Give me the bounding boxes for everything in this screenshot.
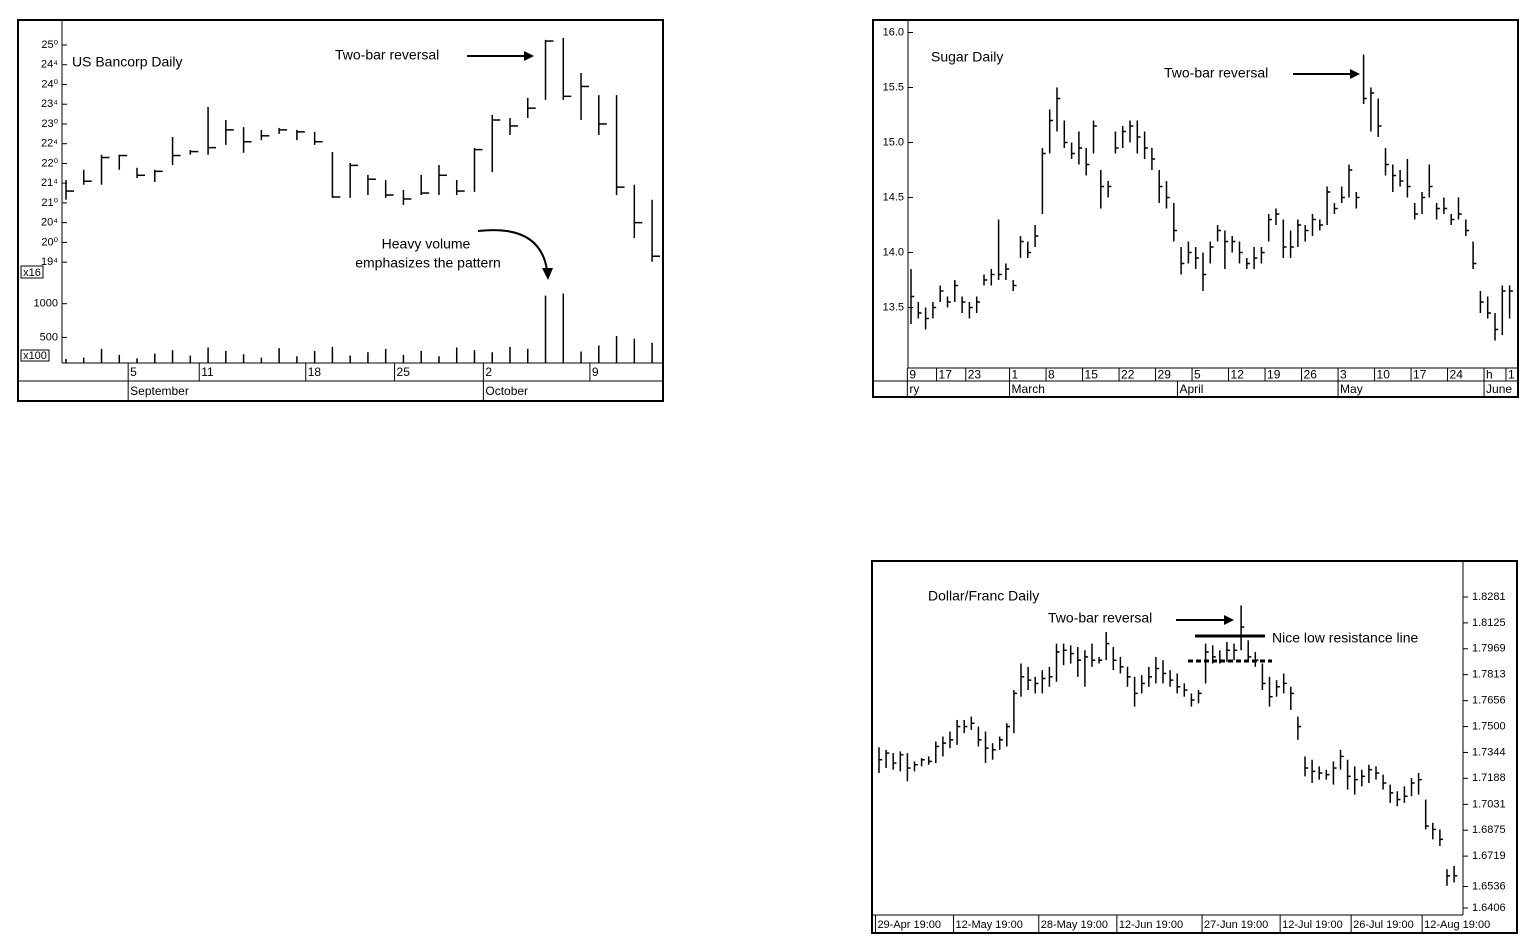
y-tick-label: 20⁴ <box>41 217 58 229</box>
month-label: March <box>1012 382 1045 396</box>
x-tick-label: 22 <box>1121 368 1135 382</box>
x-tick-label: 27-Jun 19:00 <box>1204 919 1268 931</box>
volume-tick-label: 500 <box>40 331 58 343</box>
month-label: June <box>1486 382 1512 396</box>
y-tick-label: 15.5 <box>883 81 904 93</box>
x-tick-label: 1 <box>1508 368 1515 382</box>
y-tick-label: 25⁰ <box>41 39 58 51</box>
chart-title: Dollar/Franc Daily <box>928 588 1039 604</box>
y-tick-label: 21⁰ <box>41 197 58 209</box>
arrow-head <box>542 268 553 280</box>
arrow-head <box>1224 615 1234 625</box>
y-tick-label: 1.6406 <box>1472 902 1506 914</box>
month-label: October <box>485 384 528 398</box>
y-tick-label: 22⁴ <box>41 138 58 150</box>
y-tick-label: 21⁴ <box>41 177 58 189</box>
x-tick-label: 12-Jun 19:00 <box>1119 919 1183 931</box>
x-tick-label: 12-Aug 19:00 <box>1424 919 1490 931</box>
y-tick-label: 24⁰ <box>41 78 58 90</box>
y-tick-label: 1.6719 <box>1472 850 1506 862</box>
arrow-head <box>524 51 534 61</box>
y-tick-label: 14.5 <box>883 191 904 203</box>
x-tick-label: 26-Jul 19:00 <box>1353 919 1414 931</box>
arrow-heads <box>524 51 1360 625</box>
chart-frame <box>17 19 664 402</box>
y-tick-label: 1.7344 <box>1472 746 1506 758</box>
unit-box <box>20 265 44 279</box>
y-tick-label: 1.7656 <box>1472 695 1506 707</box>
chart-frame <box>872 19 1519 398</box>
annotation: Two-bar reversal <box>335 47 439 63</box>
annotation: x100 <box>23 350 47 362</box>
x-tick-label: 17 <box>939 368 953 382</box>
x-tick-label: 28-May 19:00 <box>1041 919 1108 931</box>
month-label: April <box>1179 382 1203 396</box>
x-tick-label: 26 <box>1304 368 1318 382</box>
x-tick-label: 23 <box>968 368 982 382</box>
arrow-head <box>1350 69 1360 79</box>
y-tick-label: 1.7188 <box>1472 772 1506 784</box>
unit-box <box>20 349 50 362</box>
x-tick-label: 17 <box>1413 368 1427 382</box>
y-tick-label: 1.6536 <box>1472 880 1506 892</box>
y-tick-label: 1.7500 <box>1472 720 1506 732</box>
annotation: Nice low resistance line <box>1272 630 1418 646</box>
chart-title: Sugar Daily <box>931 49 1003 65</box>
x-tick-label: 15 <box>1085 368 1099 382</box>
x-tick-label: 29-Apr 19:00 <box>877 919 941 931</box>
y-tick-label: 19⁴ <box>41 256 58 268</box>
annotation: Heavy volume <box>382 236 471 252</box>
month-label: September <box>130 384 189 398</box>
x-tick-label: 29 <box>1158 368 1172 382</box>
month-label: ry <box>909 382 919 396</box>
chart-title: US Bancorp Daily <box>72 54 183 70</box>
x-tick-label: 19 <box>1267 368 1281 382</box>
y-tick-label: 16.0 <box>883 26 904 38</box>
x-tick-label: 25 <box>397 365 411 379</box>
y-tick-label: 14.0 <box>883 246 904 258</box>
x-tick-label: 12-May 19:00 <box>956 919 1023 931</box>
y-tick-label: 1.8281 <box>1472 591 1506 603</box>
x-tick-label: 24 <box>1450 368 1464 382</box>
y-tick-label: 1.8125 <box>1472 617 1506 629</box>
annotation-arrows <box>467 55 1352 663</box>
y-tick-label: 15.0 <box>883 136 904 148</box>
chart-frame <box>871 560 1518 934</box>
y-tick-label: 24⁴ <box>41 59 58 71</box>
annotation: emphasizes the pattern <box>355 255 501 271</box>
x-tick-label: 1 <box>1012 368 1019 382</box>
annotation: x16 <box>23 267 41 279</box>
x-tick-label: 8 <box>1048 368 1055 382</box>
x-tick-label: 5 <box>130 365 137 379</box>
x-tick-label: 12 <box>1231 368 1245 382</box>
annotation: Two-bar reversal <box>1048 610 1152 626</box>
x-tick-label: 9 <box>592 365 599 379</box>
y-tick-label: 23⁰ <box>41 118 58 130</box>
y-tick-label: 1.6875 <box>1472 824 1506 836</box>
x-tick-label: 11 <box>201 365 214 379</box>
month-label: May <box>1340 382 1363 396</box>
y-tick-label: 23⁴ <box>41 98 58 110</box>
x-tick-label: 18 <box>308 365 322 379</box>
y-tick-label: 1.7813 <box>1472 669 1506 681</box>
x-tick-label: 10 <box>1377 368 1391 382</box>
volume-tick-label: 1000 <box>34 298 58 310</box>
annotation: Two-bar reversal <box>1164 65 1268 81</box>
y-tick-label: 20⁰ <box>41 236 58 248</box>
y-tick-label: 1.7031 <box>1472 798 1506 810</box>
x-tick-label: 9 <box>909 368 916 382</box>
x-tick-label: 12-Jul 19:00 <box>1282 919 1343 931</box>
x-tick-label: h <box>1486 368 1493 382</box>
y-tick-label: 22⁰ <box>41 157 58 169</box>
x-tick-label: 3 <box>1340 368 1347 382</box>
x-tick-label: 2 <box>485 365 492 379</box>
y-tick-label: 1.7969 <box>1472 643 1506 655</box>
y-tick-label: 13.5 <box>883 301 904 313</box>
curved-arrow <box>477 229 548 271</box>
x-tick-label: 5 <box>1194 368 1201 382</box>
